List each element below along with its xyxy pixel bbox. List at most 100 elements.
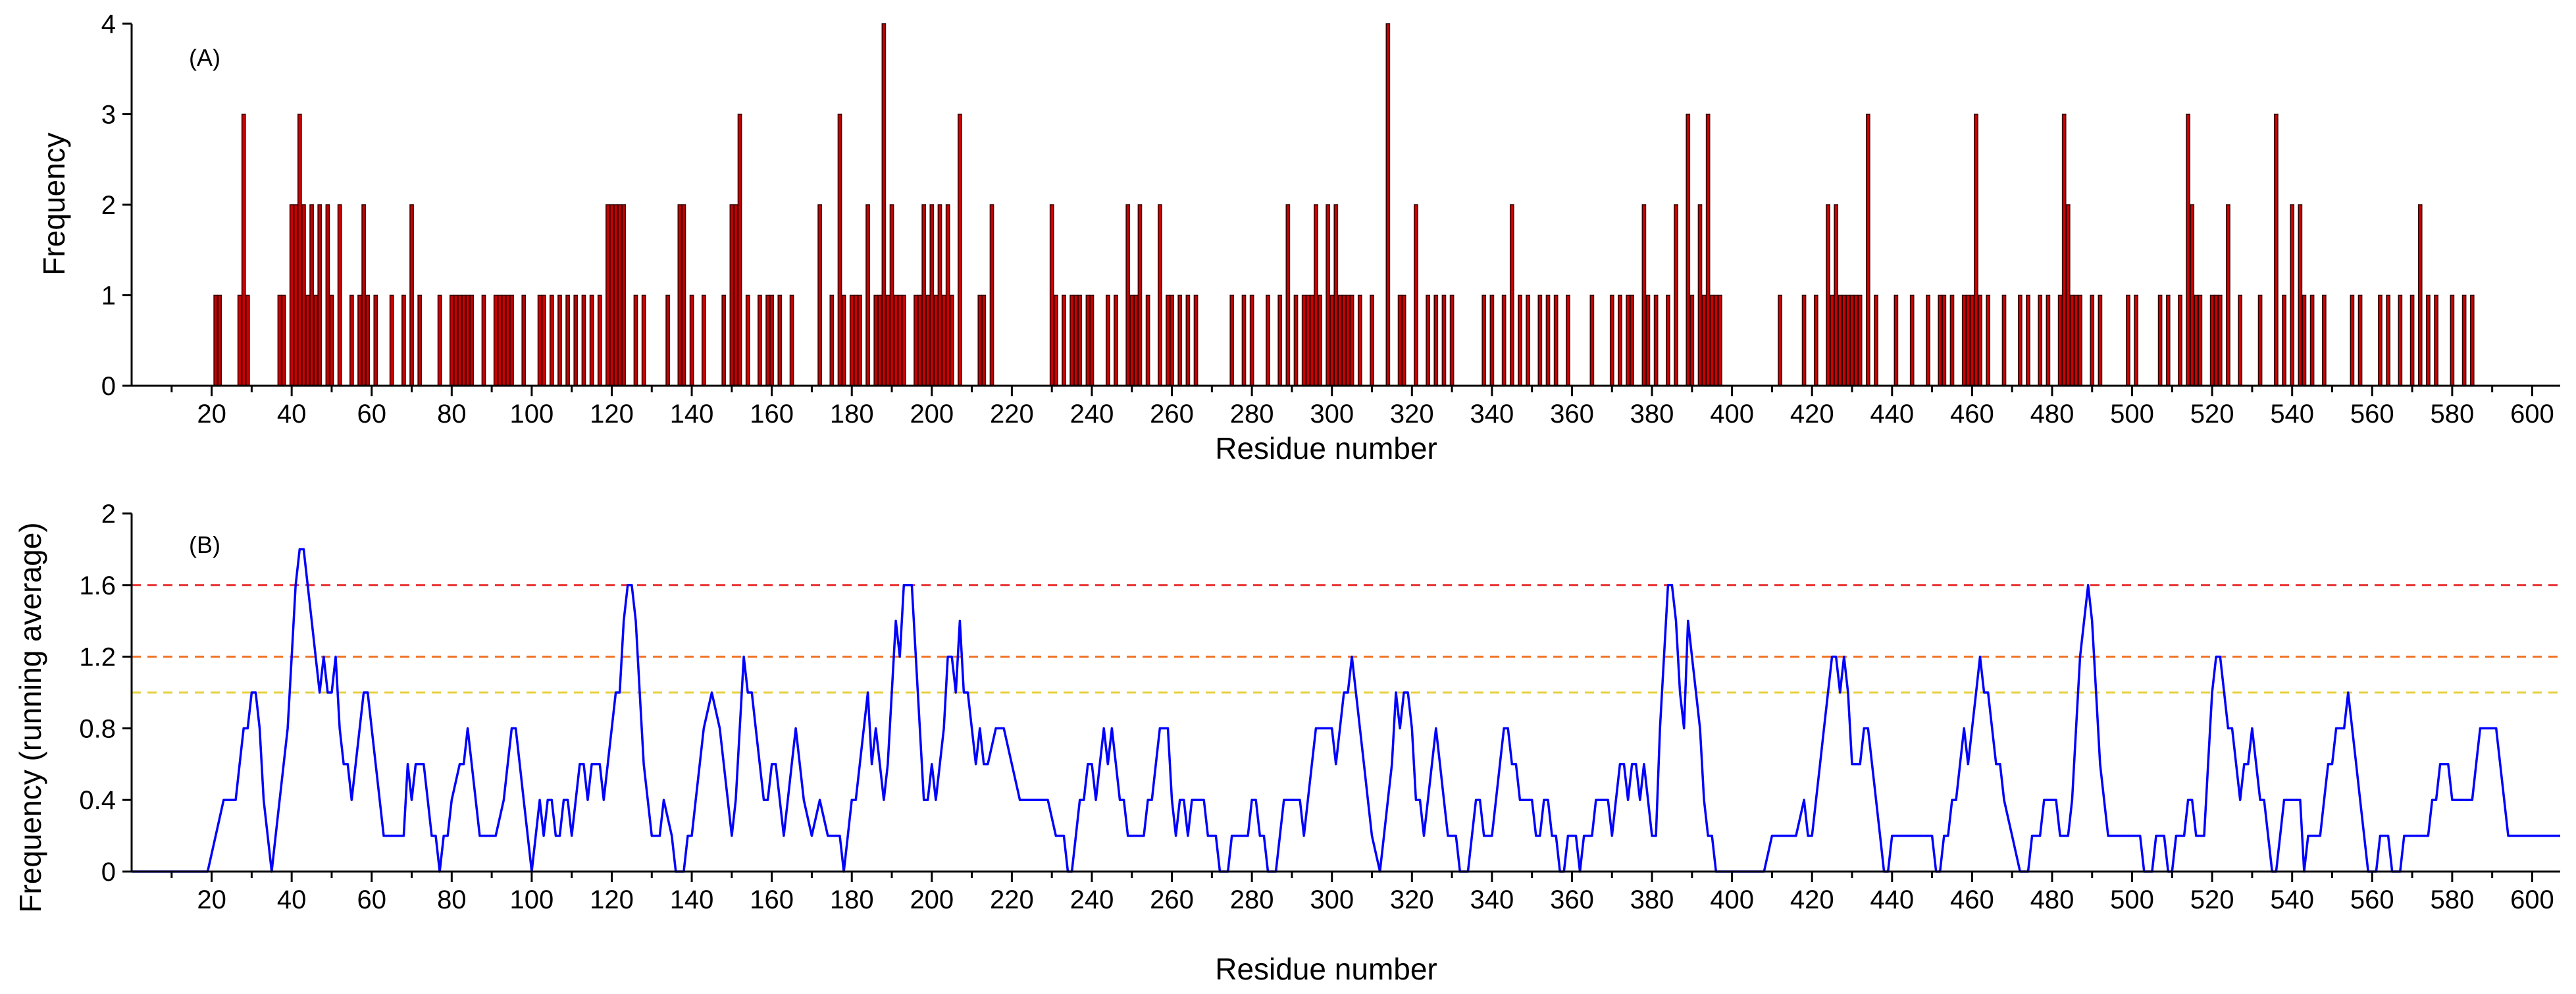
bar: [2070, 294, 2074, 386]
bar: [2434, 294, 2438, 386]
bar: [245, 294, 250, 386]
bar: [277, 294, 282, 386]
bar: [1433, 294, 1439, 386]
bar: [941, 294, 946, 386]
bar: [2157, 294, 2163, 386]
bar: [2061, 113, 2067, 386]
bar: [2398, 294, 2403, 386]
bar: [349, 294, 354, 386]
bar: [502, 294, 506, 386]
bar: [2302, 294, 2307, 386]
panel-a-x-tick-label: 140: [670, 400, 714, 429]
panel-b-x-tick-label: 240: [1070, 885, 1114, 914]
bar: [2186, 113, 2190, 386]
bar: [469, 294, 475, 386]
bar: [1686, 113, 1691, 386]
panel-b: 20 40 60 80 100 120 140 160 180 200 220 240 260 280 30…: [13, 500, 2560, 986]
bar: [1357, 294, 1362, 386]
bar: [2309, 294, 2315, 386]
bar: [1049, 204, 1054, 386]
bar: [497, 294, 502, 386]
panel-a-x-tick-label: 300: [1310, 400, 1354, 429]
bar: [505, 294, 510, 386]
bar: [1441, 294, 1447, 386]
bar: [1709, 294, 1714, 386]
bar: [2198, 294, 2203, 386]
bar: [317, 204, 322, 386]
bar: [1089, 294, 1095, 386]
bar: [1077, 294, 1083, 386]
bar: [925, 294, 931, 386]
bar: [958, 113, 962, 386]
panel-b-y-tick-label: 0.4: [79, 786, 116, 815]
bar: [841, 294, 846, 386]
panel-b-x-tick-label: 420: [1790, 885, 1834, 914]
threshold-lines: [132, 584, 2560, 694]
bar: [409, 204, 414, 386]
bar: [758, 294, 762, 386]
bar: [2078, 294, 2082, 386]
bar: [1341, 294, 1347, 386]
bar: [789, 294, 794, 386]
bar: [1177, 294, 1183, 386]
bar: [1285, 204, 1291, 386]
bar: [1926, 294, 1930, 386]
panel-b-x-tick-label: 560: [2350, 885, 2394, 914]
bar: [1426, 294, 1430, 386]
panel-b-x-tick-label: 400: [1710, 885, 1754, 914]
bar: [1370, 294, 1374, 386]
panel-b-x-tick-label: 60: [357, 885, 386, 914]
bar: [217, 294, 222, 386]
bar: [2178, 294, 2182, 386]
bar: [1449, 294, 1455, 386]
bar: [865, 204, 870, 386]
bar: [1842, 294, 1847, 386]
panel-b-x-tick-label: 520: [2190, 885, 2234, 914]
bar: [1229, 294, 1235, 386]
bar: [893, 294, 898, 386]
bar: [1053, 294, 1058, 386]
bar: [849, 294, 854, 386]
bar: [1965, 294, 1971, 386]
panel-b-tag: (B): [189, 531, 220, 558]
bar: [858, 294, 862, 386]
bar: [914, 294, 918, 386]
bar: [2190, 204, 2195, 386]
bar: [237, 294, 242, 386]
bar: [1501, 294, 1507, 386]
bar: [417, 294, 423, 386]
running-average-line: [132, 548, 2560, 873]
bar: [509, 294, 514, 386]
bar: [1697, 204, 1703, 386]
panel-b-x-tick-label: 320: [1390, 885, 1434, 914]
bar: [2165, 294, 2171, 386]
bar: [689, 294, 694, 386]
bar: [2226, 204, 2230, 386]
bar: [541, 294, 546, 386]
bar: [2217, 294, 2223, 386]
bar: [357, 294, 362, 386]
bar: [1401, 294, 1406, 386]
bar: [873, 294, 879, 386]
bar: [325, 204, 330, 386]
bar: [1674, 204, 1678, 386]
bar: [437, 294, 442, 386]
bar: [605, 204, 610, 386]
bar: [1314, 204, 1318, 386]
bar: [2357, 294, 2363, 386]
panel-a-x-tick-label: 460: [1950, 400, 1994, 429]
bar: [305, 294, 310, 386]
bar: [329, 294, 334, 386]
bar: [949, 294, 954, 386]
bar: [1801, 294, 1807, 386]
bar: [1626, 294, 1630, 386]
panel-b-y-tick-label: 1.6: [79, 571, 116, 600]
bar: [737, 113, 742, 386]
panel-b-x-tick-label: 180: [830, 885, 874, 914]
panel-a-x-tick-label: 420: [1790, 400, 1834, 429]
panel-b-x-tick-label: 340: [1470, 885, 1514, 914]
bar: [1266, 294, 1270, 386]
bar: [1713, 294, 1718, 386]
bar: [933, 294, 939, 386]
